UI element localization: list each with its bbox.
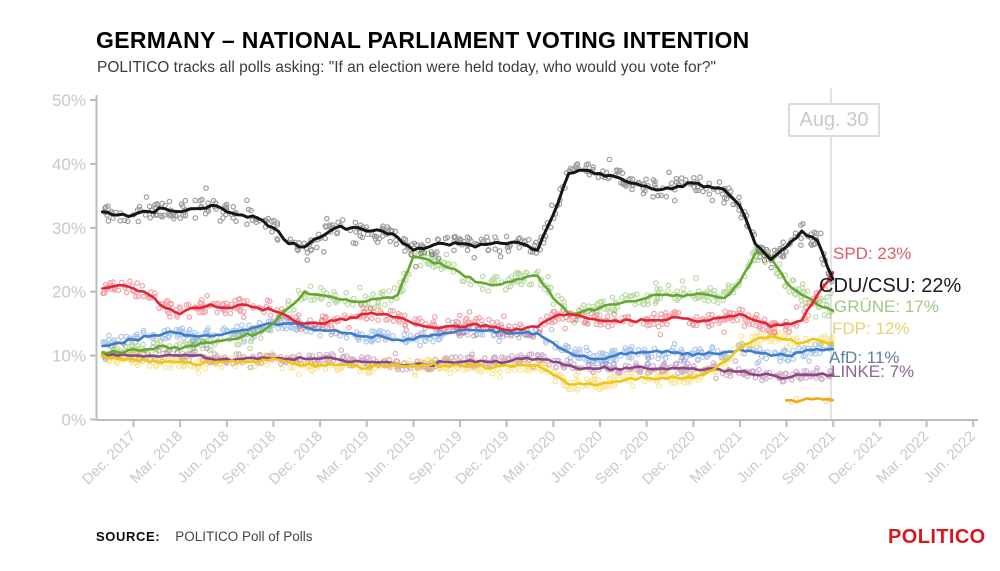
politico-logo: POLITICO xyxy=(888,526,986,548)
annotation-date-box: Aug. 30 xyxy=(788,103,880,137)
page-title: GERMANY – NATIONAL PARLIAMENT VOTING INT… xyxy=(96,27,750,53)
page-subtitle: POLITICO tracks all polls asking: "If an… xyxy=(97,59,716,76)
legend-spd: SPD: 23% xyxy=(833,244,912,263)
legend-gruene: GRÜNE: 17% xyxy=(834,297,939,316)
svg-text:30%: 30% xyxy=(52,219,86,238)
svg-text:10%: 10% xyxy=(52,347,86,366)
annotation-date-label: Aug. 30 xyxy=(799,108,869,131)
source-text: POLITICO Poll of Polls xyxy=(175,529,313,544)
svg-text:40%: 40% xyxy=(52,155,86,174)
svg-text:50%: 50% xyxy=(52,91,86,110)
source-line: SOURCE: POLITICO Poll of Polls xyxy=(96,529,313,544)
legend-linke: LINKE: 7% xyxy=(831,362,915,381)
source-label: SOURCE: xyxy=(96,529,161,544)
legend-cdu-csu: CDU/CSU: 22% xyxy=(819,275,962,297)
svg-text:0%: 0% xyxy=(61,411,86,430)
legend-fdp: FDP: 12% xyxy=(832,319,910,338)
svg-text:20%: 20% xyxy=(52,283,86,302)
svg-text:Jun. 2022: Jun. 2022 xyxy=(920,428,979,487)
legend-afd: AfD: 11% xyxy=(829,348,900,367)
